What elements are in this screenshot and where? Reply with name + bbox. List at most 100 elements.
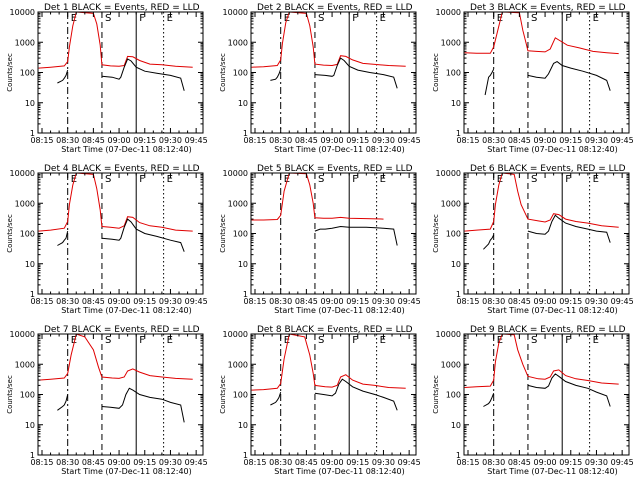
series-line-lld xyxy=(38,11,193,69)
x-tick-label: 08:15 xyxy=(243,297,266,306)
x-tick-label: 09:45 xyxy=(185,297,208,306)
x-tick-label: 08:15 xyxy=(243,136,266,145)
y-tick-label: 10000 xyxy=(436,8,461,17)
event-marker-label: F xyxy=(565,335,571,346)
x-tick-label: 08:45 xyxy=(295,136,318,145)
event-marker-label: F xyxy=(565,174,571,185)
event-marker-label: S xyxy=(105,13,111,24)
series-line-events xyxy=(527,373,611,407)
series-line-events xyxy=(314,225,398,246)
y-tick-label: 10 xyxy=(25,99,35,108)
series-line-events xyxy=(527,61,611,91)
series-line-events xyxy=(483,393,495,407)
x-tick-label: 08:45 xyxy=(82,297,105,306)
event-marker-label: E xyxy=(497,174,503,185)
chart-title: Det 5 BLACK = Events, RED = LLD xyxy=(257,164,413,174)
x-axis-label: Start Time (07-Dec-11 08:12:40) xyxy=(487,145,618,154)
series-line-events xyxy=(270,391,282,406)
x-tick-label: 08:15 xyxy=(456,458,479,467)
x-tick-label: 09:00 xyxy=(534,136,557,145)
x-tick-label: 09:30 xyxy=(585,458,608,467)
x-tick-label: 08:30 xyxy=(482,136,505,145)
event-marker-label: S xyxy=(318,335,324,346)
x-axis-label: Start Time (07-Dec-11 08:12:40) xyxy=(487,467,618,476)
y-axis-label: Counts/sec xyxy=(6,375,14,414)
x-tick-label: 08:45 xyxy=(295,297,318,306)
series-line-lld xyxy=(251,333,406,391)
y-tick-label: 1 xyxy=(243,129,248,138)
x-tick-label: 09:15 xyxy=(133,297,156,306)
x-tick-label: 08:15 xyxy=(30,136,53,145)
y-tick-label: 100 xyxy=(233,391,248,400)
x-tick-label: 09:30 xyxy=(585,136,608,145)
y-tick-label: 10000 xyxy=(10,330,35,339)
y-axis-label: Counts/sec xyxy=(432,214,440,253)
x-tick-label: 08:30 xyxy=(269,458,292,467)
chart-title: Det 8 BLACK = Events, RED = LLD xyxy=(257,325,413,335)
series-line-events xyxy=(527,214,611,243)
y-tick-label: 1000 xyxy=(228,199,248,208)
y-axis-label: Counts/sec xyxy=(6,53,14,92)
x-tick-label: 08:30 xyxy=(482,458,505,467)
event-marker-label: S xyxy=(105,174,111,185)
chart-title: Det 1 BLACK = Events, RED = LLD xyxy=(44,3,200,13)
y-tick-label: 10000 xyxy=(223,8,248,17)
event-marker-label: E xyxy=(167,13,173,24)
y-tick-label: 10 xyxy=(238,260,248,269)
x-tick-label: 08:30 xyxy=(482,297,505,306)
y-tick-label: 10 xyxy=(451,421,461,430)
y-tick-label: 10 xyxy=(25,260,35,269)
x-tick-label: 09:15 xyxy=(559,297,582,306)
series-line-events xyxy=(314,57,398,89)
y-tick-label: 1 xyxy=(456,290,461,299)
event-marker-label: E xyxy=(167,174,173,185)
y-tick-label: 1 xyxy=(30,129,35,138)
series-line-events xyxy=(483,234,495,250)
x-tick-label: 09:30 xyxy=(372,136,395,145)
y-tick-label: 10000 xyxy=(10,169,35,178)
series-line-lld xyxy=(464,11,619,55)
y-axis-label: Counts/sec xyxy=(219,214,227,253)
x-tick-label: 09:45 xyxy=(398,458,421,467)
event-marker-label: E xyxy=(284,335,290,346)
event-marker-label: E xyxy=(284,174,290,185)
y-tick-label: 10000 xyxy=(223,169,248,178)
x-tick-label: 09:30 xyxy=(159,458,182,467)
series-line-events xyxy=(314,378,398,411)
series-line-events xyxy=(57,230,69,246)
series-line-events xyxy=(101,58,185,91)
event-marker-label: E xyxy=(167,335,173,346)
event-marker-label: F xyxy=(139,335,145,346)
series-line-lld xyxy=(464,172,619,232)
chart-title: Det 9 BLACK = Events, RED = LLD xyxy=(470,325,626,335)
event-marker-label: F xyxy=(352,13,358,24)
x-tick-label: 08:45 xyxy=(295,458,318,467)
y-tick-label: 1 xyxy=(30,451,35,460)
x-tick-label: 09:15 xyxy=(133,458,156,467)
event-marker-label: S xyxy=(105,335,111,346)
x-tick-label: 08:15 xyxy=(30,297,53,306)
y-tick-label: 10 xyxy=(451,260,461,269)
y-axis-label: Counts/sec xyxy=(219,375,227,414)
x-tick-label: 08:45 xyxy=(82,458,105,467)
x-tick-label: 08:15 xyxy=(456,136,479,145)
event-marker-label: S xyxy=(318,13,324,24)
x-tick-label: 09:15 xyxy=(346,458,369,467)
event-marker-label: F xyxy=(139,174,145,185)
y-tick-label: 10 xyxy=(238,99,248,108)
chart-title: Det 2 BLACK = Events, RED = LLD xyxy=(257,3,413,13)
event-marker-label: E xyxy=(497,13,503,24)
event-marker-label: F xyxy=(352,174,358,185)
event-marker-label: F xyxy=(139,13,145,24)
y-tick-label: 100 xyxy=(233,69,248,78)
x-tick-label: 09:30 xyxy=(372,458,395,467)
x-tick-label: 09:30 xyxy=(159,297,182,306)
x-tick-label: 08:15 xyxy=(243,458,266,467)
